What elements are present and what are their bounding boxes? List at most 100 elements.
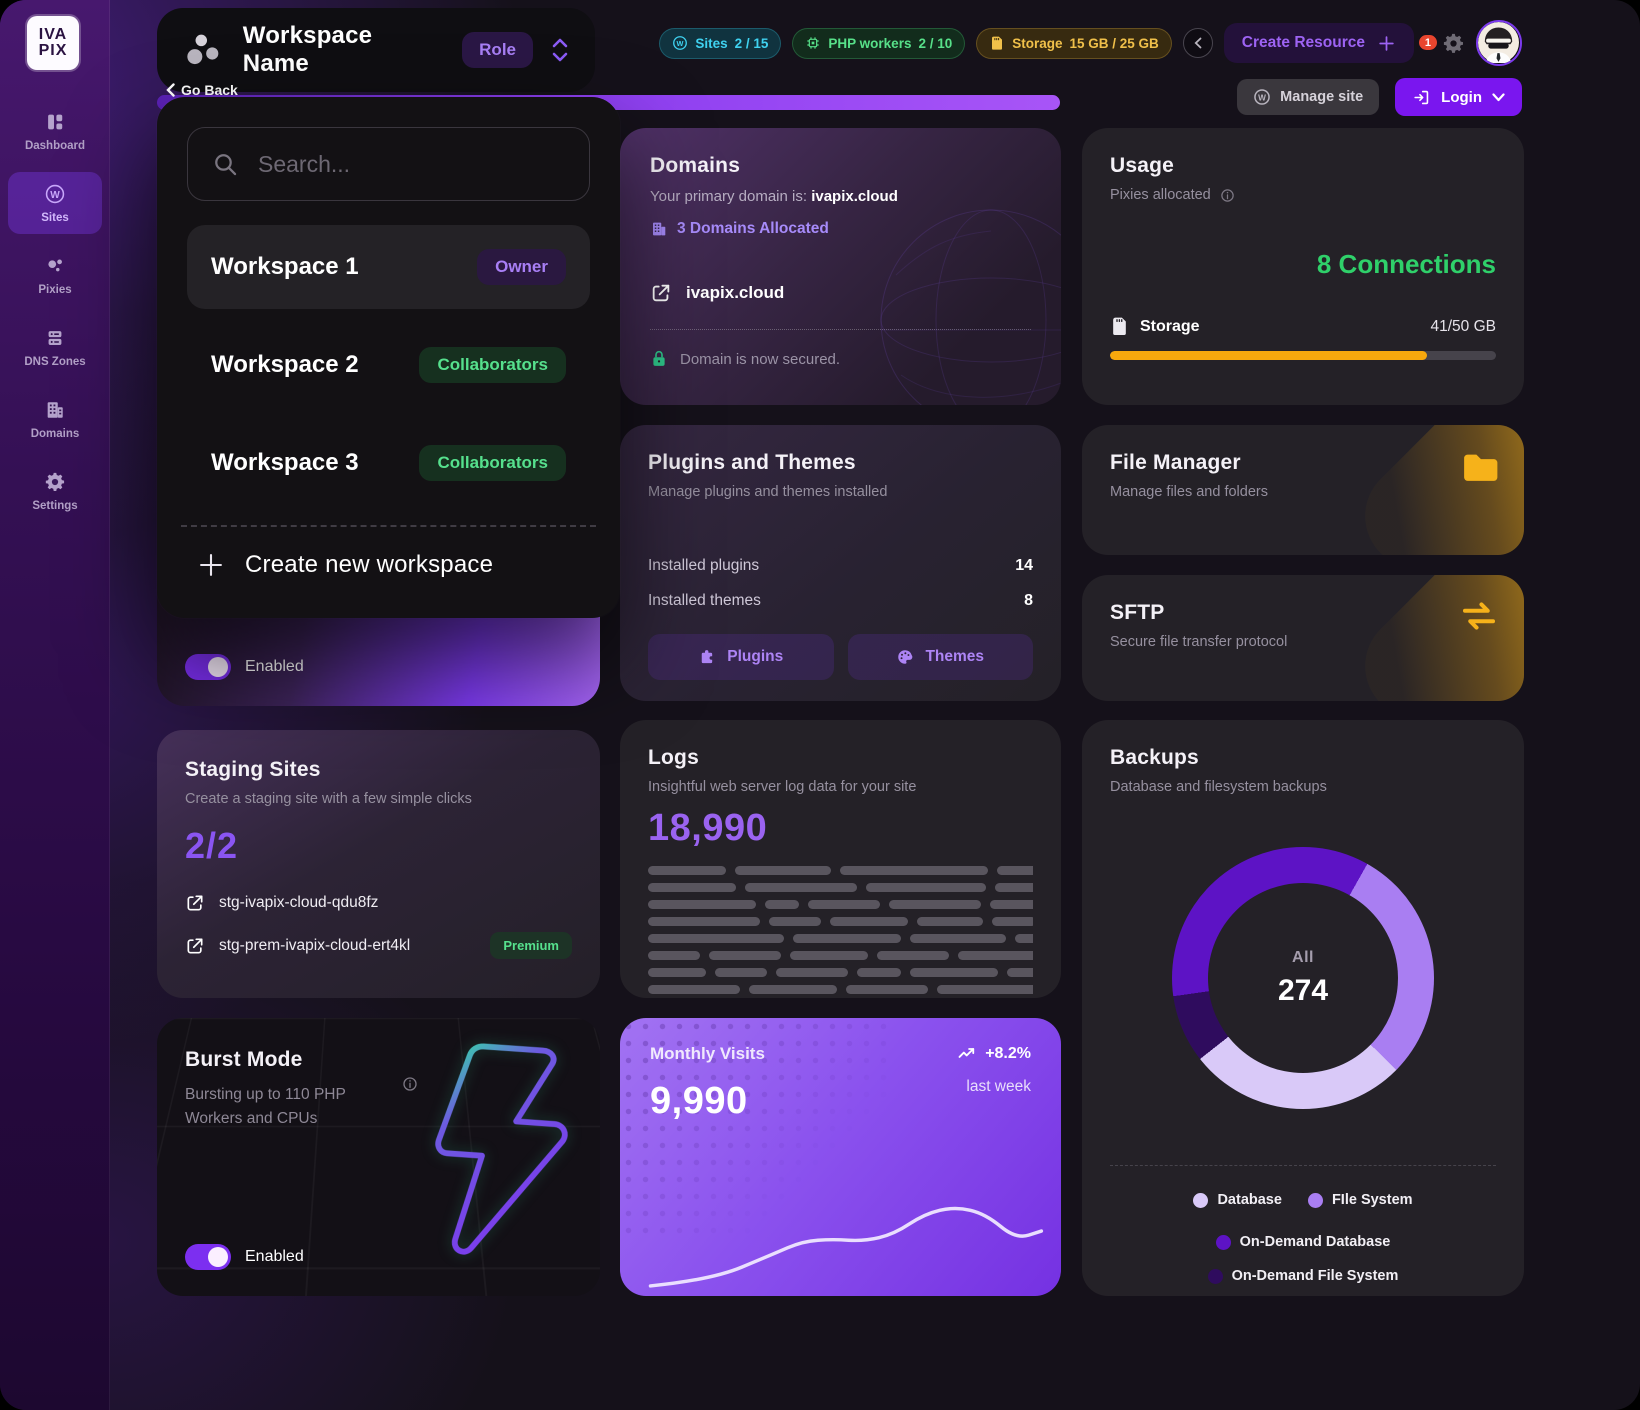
workspace-item-name: Workspace 1: [211, 253, 359, 280]
visits-line: [648, 1206, 1044, 1288]
create-workspace-button[interactable]: Create new workspace: [187, 535, 590, 579]
plugins-button[interactable]: Plugins: [648, 634, 834, 680]
storage-value: 41/50 GB: [1430, 317, 1497, 335]
lightning-bolt-graphic: [435, 1043, 568, 1255]
themes-button[interactable]: Themes: [847, 634, 1033, 680]
visits-period: last week: [966, 1078, 1031, 1095]
svg-text:W: W: [1258, 93, 1266, 102]
primary-domain-prefix: Your primary domain is:: [650, 188, 808, 205]
external-link-icon: [185, 893, 205, 913]
storage-usage-badge[interactable]: Storage 15 GB / 25 GB: [976, 27, 1172, 59]
badge-value: 2 / 15: [734, 35, 769, 51]
donut-center-label: All: [1292, 948, 1314, 966]
trending-up-icon: [957, 1044, 977, 1064]
sidebar-item-pixies[interactable]: Pixies: [0, 242, 110, 308]
dots-cluster-icon: [44, 255, 66, 277]
settings-gear-button[interactable]: [1442, 32, 1465, 55]
badge-label: PHP workers: [828, 35, 912, 51]
log-row: [648, 951, 1033, 960]
workspace-item-1[interactable]: Workspace 1 Owner: [187, 225, 590, 309]
palette-icon: [896, 648, 914, 666]
primary-domain-link[interactable]: ivapix.cloud: [650, 282, 1031, 304]
top-bar-actions: W Sites 2 / 15 PHP workers 2 / 10 Storag…: [659, 20, 1522, 66]
go-back-link[interactable]: Go Back: [166, 82, 238, 98]
donut-center-value: 274: [1277, 973, 1329, 1007]
badge-value: 15 GB / 25 GB: [1069, 35, 1159, 51]
plugins-button-label: Plugins: [727, 648, 784, 665]
ivapix-logo[interactable]: IVA PIX: [27, 16, 79, 70]
usage-card: Usage Pixies allocated 8 Connections Sto…: [1082, 128, 1524, 405]
feature-toggle[interactable]: [185, 654, 231, 680]
notification-count-badge: 1: [1418, 35, 1437, 50]
collapse-badges-button[interactable]: [1182, 28, 1213, 58]
visits-line-path: [648, 1206, 1044, 1288]
sidebar-item-label: Domains: [30, 427, 80, 440]
login-button[interactable]: Login: [1395, 78, 1522, 116]
sftp-card[interactable]: SFTP Secure file transfer protocol: [1082, 575, 1524, 701]
card-title: File Manager: [1110, 451, 1241, 474]
legend-label: On-Demand File System: [1231, 1268, 1399, 1284]
dashboard-icon: [44, 111, 66, 133]
login-icon: [1414, 90, 1429, 104]
info-icon[interactable]: [402, 1076, 417, 1091]
legend-item-file-system: FIle System: [1307, 1192, 1413, 1208]
sidebar-item-sites[interactable]: W Sites: [0, 170, 110, 236]
legend-item-database: Database: [1193, 1192, 1282, 1208]
avatar-image: [1478, 22, 1519, 63]
chevron-left-icon: [1194, 37, 1202, 49]
staging-sites-card: Staging Sites Create a staging site with…: [157, 730, 600, 998]
php-workers-badge[interactable]: PHP workers 2 / 10: [792, 27, 966, 59]
create-resource-button[interactable]: Create Resource: [1223, 23, 1414, 63]
sidebar-item-domains[interactable]: Domains: [0, 386, 110, 452]
workspace-item-2[interactable]: Workspace 2 Collaborators: [187, 323, 590, 407]
burst-mode-toggle[interactable]: [185, 1244, 231, 1270]
sidebar-item-dashboard[interactable]: Dashboard: [0, 98, 110, 164]
legend-dot: [1307, 1192, 1323, 1208]
transfer-arrows-icon: [1458, 595, 1500, 637]
external-link-icon: [650, 282, 672, 304]
staging-site-link[interactable]: stg-ivapix-cloud-qdu8fz: [185, 893, 572, 913]
staging-site-link[interactable]: stg-prem-ivapix-cloud-ert4kl Premium: [185, 932, 572, 959]
card-subtitle: Create a staging site with a few simple …: [185, 791, 472, 807]
role-badge: Role: [462, 32, 533, 68]
log-lines: [648, 866, 1033, 998]
domains-allocated[interactable]: 3 Domains Allocated: [650, 220, 1031, 238]
external-link-icon: [185, 936, 205, 956]
sidebar-item-settings[interactable]: Settings: [0, 458, 110, 524]
login-label: Login: [1441, 88, 1482, 106]
badge-value: 2 / 10: [918, 35, 953, 51]
visits-value: 9,990: [650, 1080, 748, 1122]
collaborators-badge: Collaborators: [419, 347, 566, 383]
sites-usage-badge[interactable]: W Sites 2 / 15: [659, 27, 782, 59]
workspace-search[interactable]: [187, 127, 590, 201]
create-workspace-label: Create new workspace: [245, 551, 494, 578]
staging-site-label: stg-ivapix-cloud-qdu8fz: [219, 894, 379, 911]
sidebar-item-label: Dashboard: [24, 139, 86, 152]
card-title: Burst Mode: [185, 1048, 303, 1071]
file-manager-card[interactable]: File Manager Manage files and folders: [1082, 425, 1524, 555]
plus-icon: [197, 551, 225, 579]
workspace-switcher[interactable]: Workspace Name Role: [157, 8, 595, 92]
sidebar-item-dns-zones[interactable]: DNS Zones: [0, 314, 110, 380]
user-avatar[interactable]: [1476, 20, 1522, 66]
installed-plugins-row: Installed plugins 14: [648, 557, 1033, 575]
card-title: Staging Sites: [185, 758, 321, 781]
chevron-up-down-icon[interactable]: [551, 37, 569, 63]
info-icon[interactable]: [1220, 188, 1235, 203]
workspace-item-3[interactable]: Workspace 3 Collaborators: [187, 421, 590, 505]
log-row: [648, 968, 1033, 977]
backups-legend-row-2: On-Demand File System: [1110, 1268, 1496, 1284]
workspace-item-name: Workspace 2: [211, 351, 359, 378]
wordpress-icon: W: [44, 183, 66, 205]
search-input[interactable]: [256, 149, 565, 179]
card-subtitle: Manage files and folders: [1110, 484, 1268, 500]
log-row: [648, 934, 1033, 943]
card-subtitle: Bursting up to 110 PHP Workers and CPUs: [185, 1086, 346, 1128]
installed-themes-label: Installed themes: [648, 592, 761, 609]
installed-themes-value: 8: [1024, 592, 1033, 609]
create-resource-label: Create Resource: [1241, 34, 1365, 51]
sidebar: IVA PIX Dashboard W Sites Pixies DNS Zon…: [0, 0, 110, 1410]
manage-site-button[interactable]: W Manage site: [1237, 79, 1380, 115]
staging-count: 2/2: [185, 825, 239, 866]
